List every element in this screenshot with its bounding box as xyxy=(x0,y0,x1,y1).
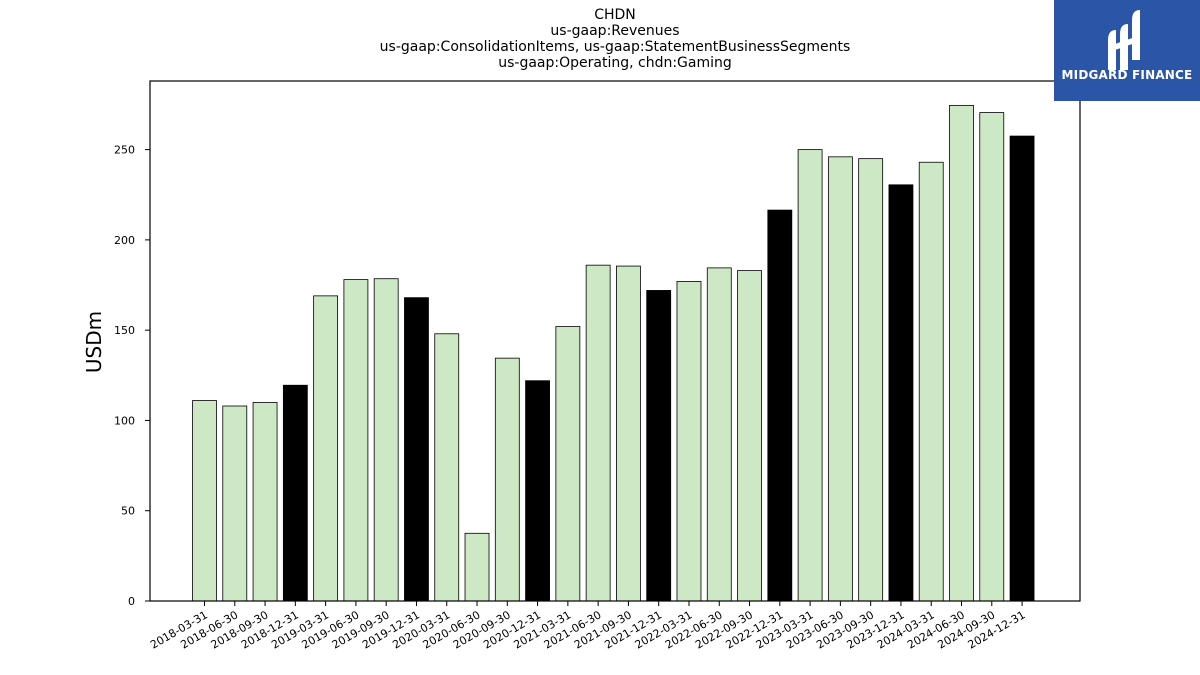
chart-title-line-1: CHDN xyxy=(594,7,636,23)
bar-2024-03-31 xyxy=(918,161,944,602)
y-tick-label-0: 0 xyxy=(128,595,135,608)
y-tick-label-250: 250 xyxy=(114,144,135,157)
bar-2019-12-31 xyxy=(404,297,429,602)
bar-2020-06-30 xyxy=(464,532,490,602)
bar-2023-03-31 xyxy=(797,149,823,602)
y-tick-label-150: 150 xyxy=(114,324,135,337)
chart-title-line-3: us-gaap:ConsolidationItems, us-gaap:Stat… xyxy=(379,39,851,55)
bar-2020-09-30 xyxy=(494,357,520,602)
plot-frame xyxy=(149,80,1081,602)
bar-2023-09-30 xyxy=(858,158,884,602)
bar-2022-12-31 xyxy=(767,209,793,602)
bar-2020-12-31 xyxy=(525,380,550,602)
y-tick-label-100: 100 xyxy=(114,414,135,427)
chart-title-line-4: us-gaap:Operating, chdn:Gaming xyxy=(498,55,732,71)
bar-2021-03-31 xyxy=(555,326,581,602)
bar-2020-03-31 xyxy=(434,333,460,602)
y-axis-label: USDm xyxy=(82,311,106,373)
bar-2023-12-31 xyxy=(888,184,914,602)
bar-2021-06-30 xyxy=(585,264,611,602)
bar-2019-09-30 xyxy=(373,278,399,602)
bar-2021-12-31 xyxy=(646,290,672,602)
chart-title-line-2: us-gaap:Revenues xyxy=(550,23,680,39)
midgard-finance-logo: MIDGARD FINANCE xyxy=(1054,0,1200,101)
bar-2022-06-30 xyxy=(706,267,732,602)
bar-2018-12-31 xyxy=(282,384,308,602)
bar-2021-09-30 xyxy=(616,265,641,602)
logo-text: MIDGARD FINANCE xyxy=(1061,68,1193,82)
bar-2024-09-30 xyxy=(979,112,1005,602)
logo-mark-icon xyxy=(1108,10,1140,70)
bar-2018-06-30 xyxy=(222,405,248,602)
bar-2022-09-30 xyxy=(737,270,762,602)
bar-2018-03-31 xyxy=(192,400,217,602)
bar-2022-03-31 xyxy=(676,281,702,602)
chart-title: CHDN us-gaap:Revenues us-gaap:Consolidat… xyxy=(0,7,1200,71)
bar-2019-03-31 xyxy=(313,295,339,602)
bar-2024-06-30 xyxy=(949,104,974,602)
y-tick-label-200: 200 xyxy=(114,234,135,247)
y-tick-label-50: 50 xyxy=(121,505,135,518)
bar-2023-06-30 xyxy=(827,156,853,602)
bar-2018-09-30 xyxy=(252,401,278,602)
bar-2024-12-31 xyxy=(1009,135,1035,602)
bar-2019-06-30 xyxy=(343,279,369,602)
